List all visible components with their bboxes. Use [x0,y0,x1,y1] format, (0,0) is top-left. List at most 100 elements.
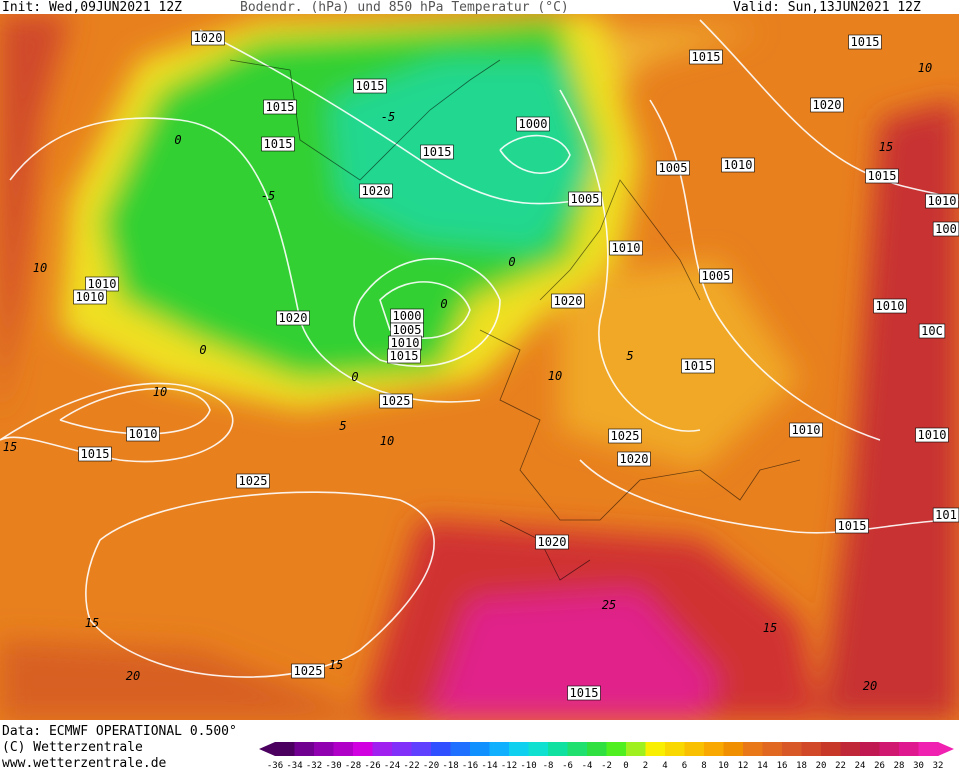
isobar-label: 1020 [362,184,391,198]
legend-swatch [450,742,471,756]
isobar-label: 1015 [423,145,452,159]
isobar-label: 1000 [519,117,548,131]
legend-label: 28 [894,761,905,770]
isobar-label: 1015 [838,519,867,533]
isotherm-label: -5 [381,110,395,124]
isobar-label-box [915,427,949,443]
legend-label: -22 [403,761,419,770]
legend-label: -20 [423,761,439,770]
legend-label: -6 [562,761,573,770]
isobar-label: 1015 [851,35,880,49]
legend-swatch [704,742,724,756]
isobar-label: 1020 [538,535,567,549]
isobar-label: 1005 [393,323,422,337]
legend-label: 6 [682,761,687,770]
legend-swatch [275,742,295,756]
isobar-label: 1015 [81,447,110,461]
legend-swatch [821,742,841,756]
legend-swatch [567,742,588,756]
legend-swatch [489,742,510,756]
legend-swatch [723,742,744,756]
isotherm-label: 0 [351,370,358,384]
isotherm-label: -5 [261,189,275,203]
isobar-label-box [516,116,550,132]
isotherm-label: 10 [548,369,562,383]
legend-label: 22 [835,761,846,770]
isobar-label-box [925,193,959,209]
isotherm-label: 10 [380,434,394,448]
legend-swatch [548,742,568,756]
legend-swatch [899,742,919,756]
legend-swatch [743,742,763,756]
isobar-label: 1005 [659,161,688,175]
isotherm-label: 15 [3,440,17,454]
legend-swatch [528,742,549,756]
map-field [0,14,959,720]
isobar-label: 1015 [692,50,721,64]
isobar-label: 1010 [928,194,957,208]
legend-label: -34 [286,761,302,770]
isotherm-label: 15 [879,140,893,154]
isobar-label-box [918,323,946,339]
copyright: (C) Wetterzentrale [2,740,143,755]
isotherm-label: 10 [33,261,47,275]
legend-label: 24 [855,761,866,770]
legend-label: 32 [933,761,944,770]
isobar-label: 1010 [391,336,420,350]
legend-swatch [665,742,685,756]
legend-swatch [392,742,412,756]
isotherm-label: 5 [626,349,633,363]
isotherm-label: 15 [763,621,777,635]
legend-swatch [860,742,880,756]
isobar-label: 101 [935,508,957,522]
legend-swatch [645,742,666,756]
isobar-label: 1015 [684,359,713,373]
legend-label: -16 [462,761,478,770]
legend-swatch [879,742,900,756]
isobar-label: 1010 [876,299,905,313]
isobar-label-box [609,240,643,256]
isotherm-label: 20 [126,669,140,683]
isobar-label: 1025 [294,664,323,678]
legend-label: -18 [442,761,458,770]
legend-label: 4 [662,761,667,770]
isobar-label: 1020 [279,311,308,325]
isobar-label-box [126,426,160,442]
isobar-label: 1015 [868,169,897,183]
isobar-label: 1015 [570,686,599,700]
isobar-label: 1010 [88,277,117,291]
isobar-label: 1010 [76,290,105,304]
isotherm-label: 0 [199,343,206,357]
isobar-label: 1015 [266,100,295,114]
legend-label: -32 [306,761,322,770]
isobar-label-box [689,49,723,65]
legend-arrow-low [259,742,275,756]
isobar-label: 1010 [724,158,753,172]
isotherm-label: 15 [329,658,343,672]
legend-swatch [684,742,705,756]
isobar-label-box [681,358,715,374]
data-source: Data: ECMWF OPERATIONAL 0.500° [2,724,237,739]
isotherm-label: 0 [508,255,515,269]
legend-label: -30 [325,761,341,770]
legend-label: -36 [267,761,283,770]
isobar-label: 1005 [571,192,600,206]
legend-swatch [372,742,393,756]
isobar-label: 1025 [239,474,268,488]
isobar-label-box [789,422,823,438]
legend-swatch [606,742,627,756]
isobar-label: 10C [921,324,943,338]
legend-label: 10 [718,761,729,770]
legend-swatch [314,742,334,756]
legend-swatch [762,742,783,756]
legend-swatch [411,742,432,756]
legend-swatch [470,742,490,756]
legend-label: 18 [796,761,807,770]
legend-label: 30 [913,761,924,770]
isobar-label-box [535,534,569,550]
isotherm-label: 20 [863,679,877,693]
isobar-label: 1020 [620,452,649,466]
legend-label: -12 [501,761,517,770]
isobar-label: 1015 [356,79,385,93]
